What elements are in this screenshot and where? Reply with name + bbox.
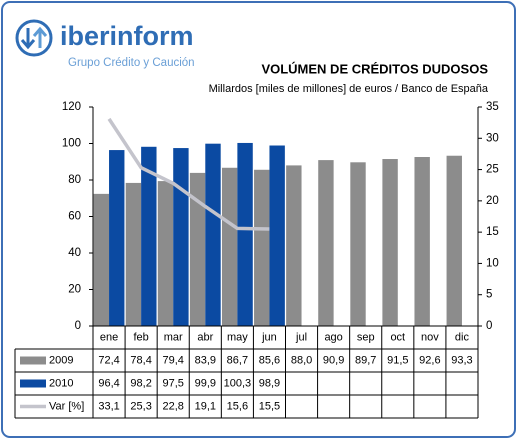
y-tick-label: 20 xyxy=(68,284,81,296)
chart-subtitle: Millardos [miles de millones] de euros /… xyxy=(209,83,489,95)
table-value: 83,9 xyxy=(195,354,216,366)
x-tick-label: abr xyxy=(197,331,213,343)
y2-tick-label: 15 xyxy=(486,226,499,238)
x-tick-label: dic xyxy=(455,331,470,343)
bar xyxy=(221,167,238,326)
table-value: 86,7 xyxy=(227,354,248,366)
x-tick-label: may xyxy=(227,331,248,343)
table-value: 90,9 xyxy=(323,354,344,366)
bar xyxy=(318,160,334,326)
table-value: 98,9 xyxy=(259,377,280,389)
table-value: 88,0 xyxy=(291,354,312,366)
x-tick-label: ene xyxy=(100,331,118,343)
table-value: 93,3 xyxy=(451,354,472,366)
x-tick-label: mar xyxy=(164,331,183,343)
table-value: 79,4 xyxy=(162,354,183,366)
table-value: 96,4 xyxy=(98,377,119,389)
logo-name: iberinform xyxy=(60,21,194,51)
line-series xyxy=(107,117,270,231)
bar xyxy=(414,157,430,326)
legend-label: 2010 xyxy=(49,377,73,389)
x-tick-label: jun xyxy=(261,331,277,343)
table-value: 72,4 xyxy=(98,354,119,366)
y-tick-label: 80 xyxy=(68,174,81,186)
y2-tick-label: 5 xyxy=(486,289,492,301)
legend-label: 2009 xyxy=(49,354,73,366)
x-tick-label: feb xyxy=(133,331,148,343)
table-value: 25,3 xyxy=(130,400,151,412)
table-value: 91,5 xyxy=(387,354,408,366)
y-tick-label: 120 xyxy=(62,101,81,113)
bar xyxy=(189,172,206,326)
table-value: 98,2 xyxy=(130,377,151,389)
bar xyxy=(157,181,174,326)
y-tick-label: 100 xyxy=(62,138,81,150)
bar xyxy=(125,182,142,326)
y2-tick-label: 35 xyxy=(486,101,499,113)
y2-tick-label: 30 xyxy=(486,132,499,144)
bar xyxy=(286,165,302,326)
chart-title: VOLÚMEN DE CRÉDITOS DUDOSOS xyxy=(261,61,488,76)
table-value: 100,3 xyxy=(224,377,252,389)
bar xyxy=(93,193,110,326)
x-tick-label: sep xyxy=(357,331,375,343)
table-value: 92,6 xyxy=(419,354,440,366)
y-tick-label: 60 xyxy=(68,211,81,223)
x-tick-label: jul xyxy=(295,331,307,343)
y-tick-label: 0 xyxy=(75,320,81,332)
table-value: 78,4 xyxy=(130,354,151,366)
y2-tick-label: 10 xyxy=(486,257,499,269)
bar xyxy=(141,146,157,326)
bar xyxy=(350,162,366,326)
legend-swatch xyxy=(20,379,46,388)
logo-tagline: Grupo Crédito y Caución xyxy=(68,57,195,69)
x-tick-label: ago xyxy=(324,331,342,343)
y2-tick-label: 20 xyxy=(486,195,499,207)
y2-tick-label: 0 xyxy=(486,320,492,332)
x-tick-label: nov xyxy=(421,331,439,343)
bar xyxy=(173,148,189,326)
y-tick-label: 40 xyxy=(68,247,81,259)
table-value: 33,1 xyxy=(98,400,119,412)
bar xyxy=(254,169,270,326)
bar xyxy=(382,159,398,326)
y2-tick-label: 25 xyxy=(486,164,499,176)
bar xyxy=(109,150,125,326)
table-value: 85,6 xyxy=(259,354,280,366)
table-value: 15,5 xyxy=(259,400,280,412)
bar xyxy=(237,142,253,326)
legend-label: Var [%] xyxy=(49,400,84,412)
x-tick-label: oct xyxy=(390,331,405,343)
table-value: 22,8 xyxy=(162,400,183,412)
logo-icon xyxy=(15,19,53,57)
legend-swatch xyxy=(20,356,46,365)
table-value: 97,5 xyxy=(162,377,183,389)
bar xyxy=(205,143,221,326)
bar xyxy=(446,155,462,326)
table-value: 19,1 xyxy=(195,400,216,412)
table-value: 89,7 xyxy=(355,354,376,366)
table-value: 15,6 xyxy=(227,400,248,412)
table-value: 99,9 xyxy=(195,377,216,389)
bar xyxy=(269,145,285,326)
